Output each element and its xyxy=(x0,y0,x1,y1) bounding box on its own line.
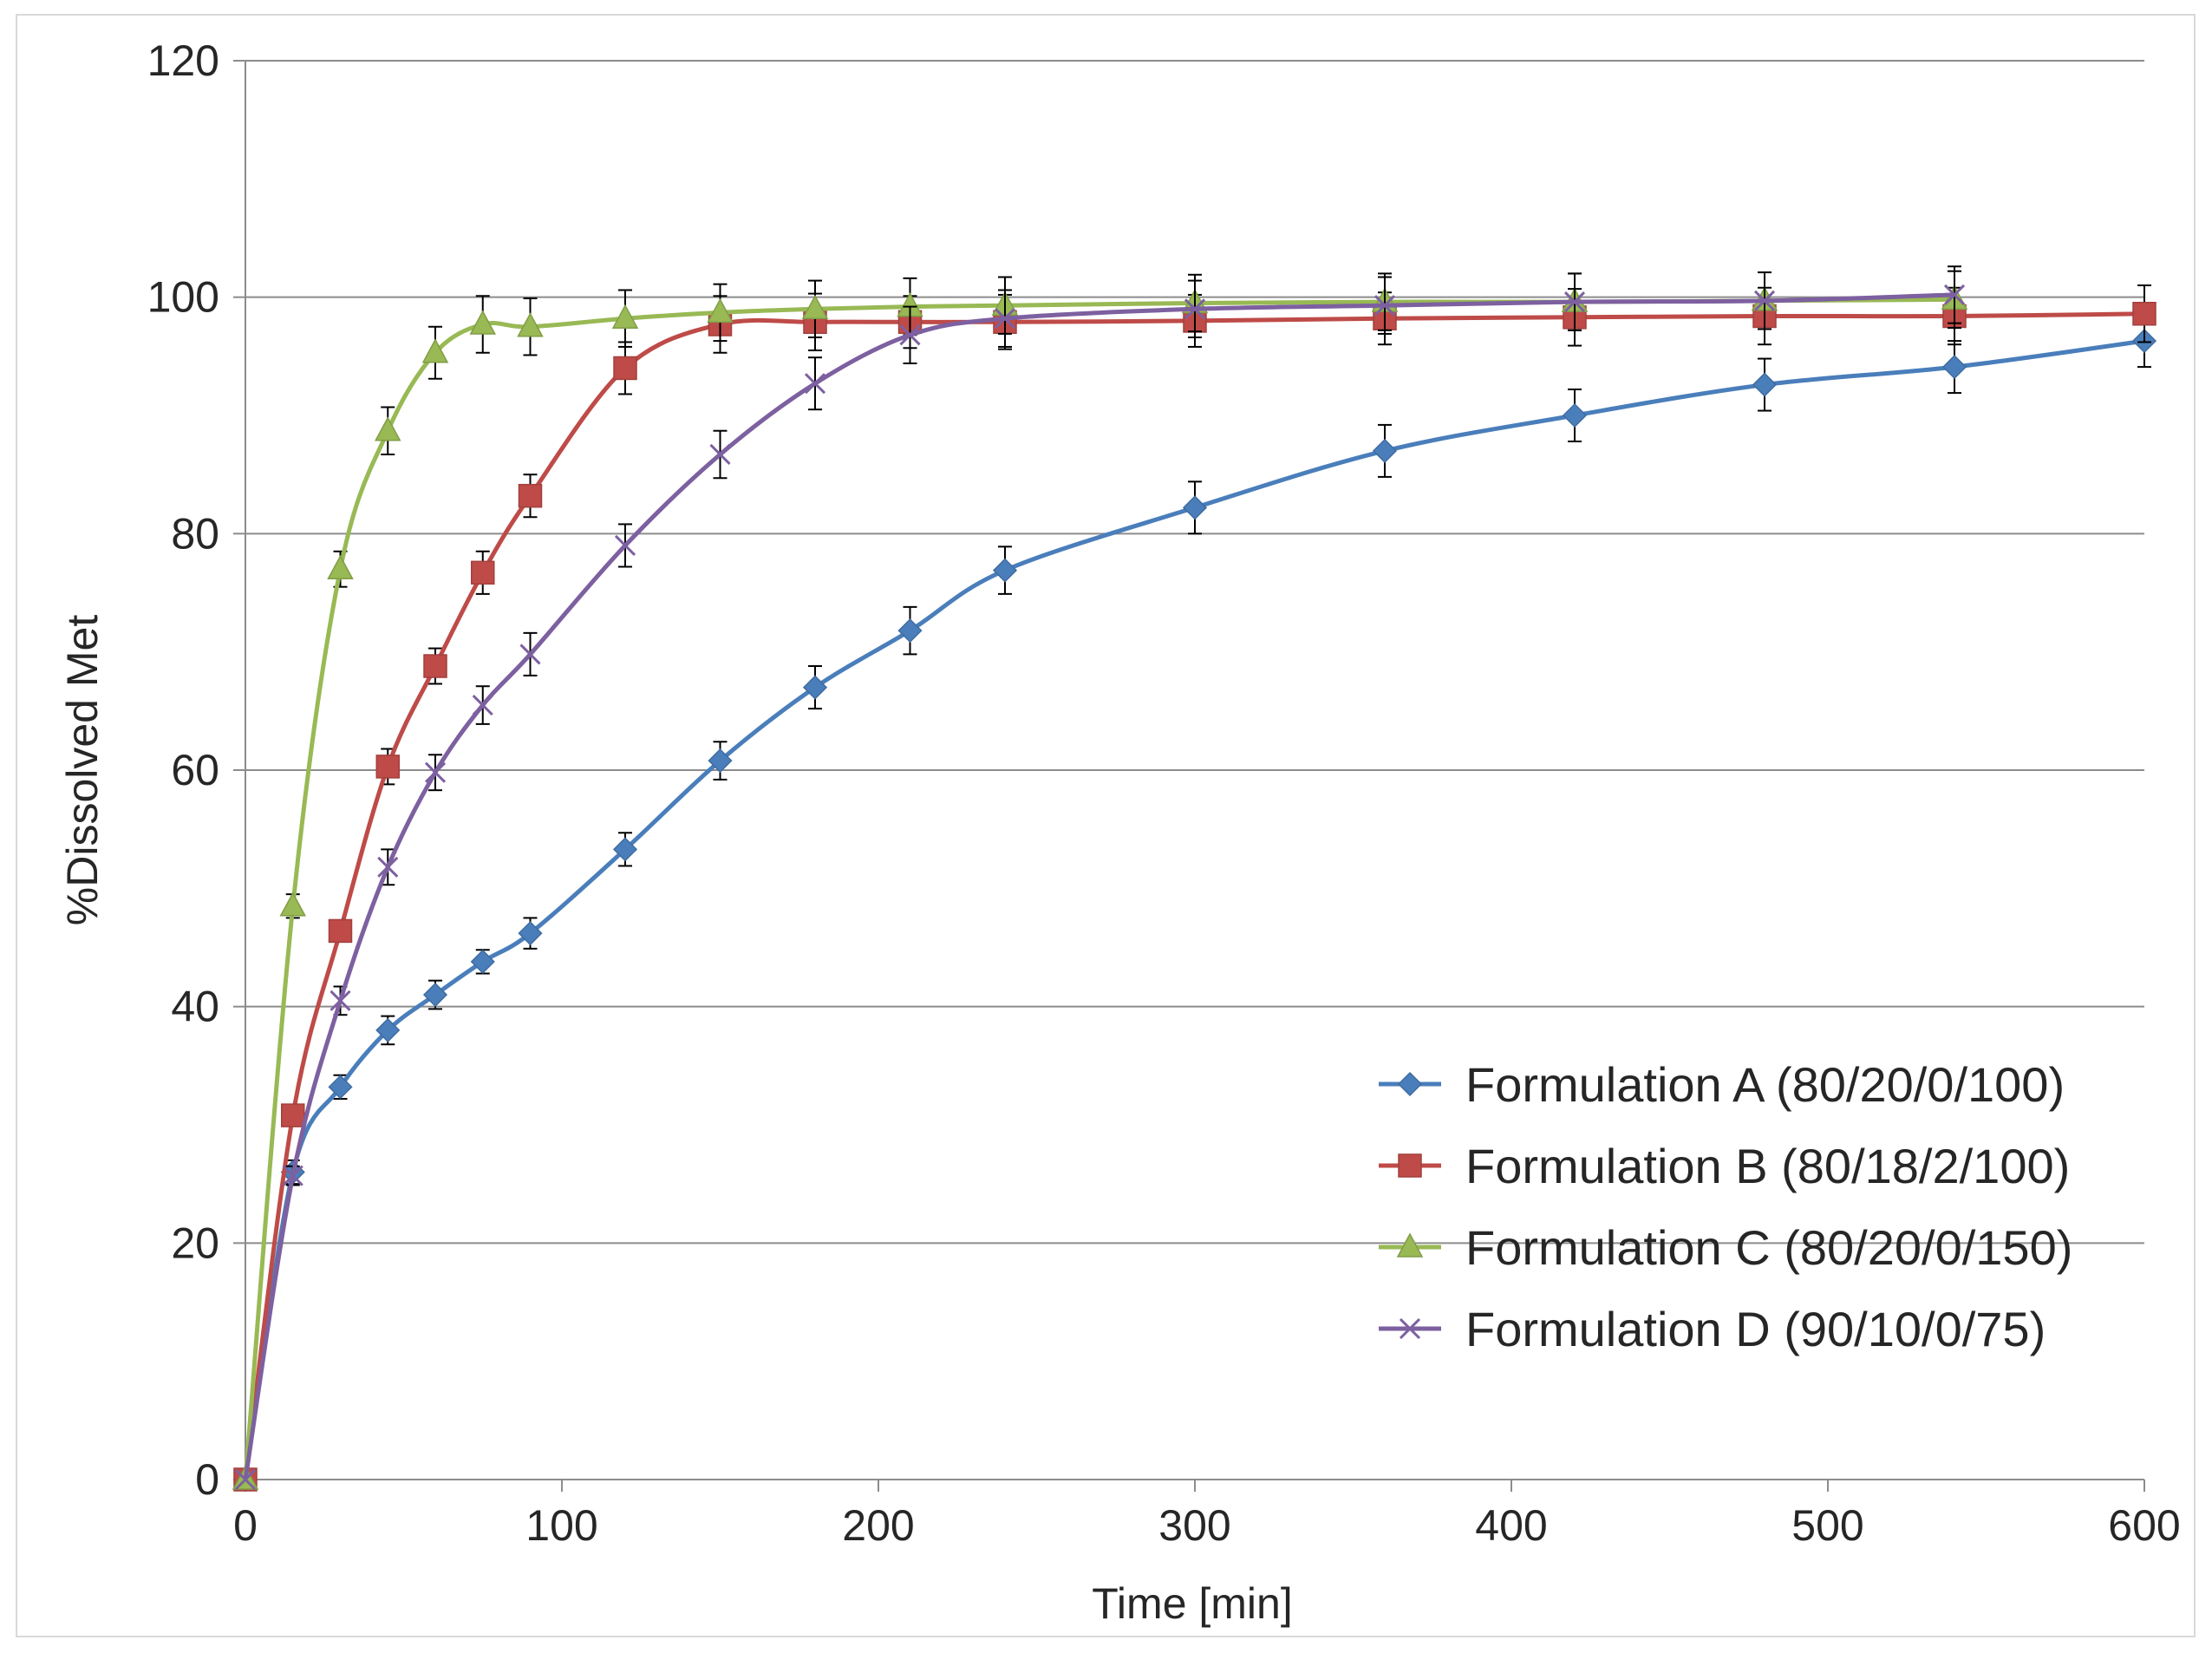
data-point xyxy=(469,310,497,335)
data-point xyxy=(897,618,923,644)
chart-frame xyxy=(16,14,2196,1637)
data-point xyxy=(375,1017,401,1042)
series-line xyxy=(243,311,2145,1480)
data-point xyxy=(2132,302,2157,326)
y-tick-label: 120 xyxy=(147,36,219,85)
data-point xyxy=(1562,402,1588,428)
data-point xyxy=(611,304,639,329)
data-point xyxy=(519,644,541,665)
y-tick-labels: 0 20 40 60 80 100 120 xyxy=(147,36,219,1504)
data-point xyxy=(804,373,826,395)
data-point xyxy=(992,558,1018,583)
data-point xyxy=(327,554,354,579)
data-point xyxy=(328,1075,353,1100)
legend-label: Formulation D (90/10/0/75) xyxy=(1465,1302,2046,1356)
x-tick-label: 100 xyxy=(525,1501,597,1550)
data-point xyxy=(330,990,351,1011)
data-point xyxy=(279,892,307,917)
data-point xyxy=(613,356,637,381)
legend-item: Formulation B (80/18/2/100) xyxy=(1379,1139,2070,1193)
data-point xyxy=(802,675,828,700)
data-point xyxy=(471,560,495,585)
data-point xyxy=(1563,291,1586,313)
data-point xyxy=(423,654,447,678)
y-axis-title: %Dissolved Met xyxy=(58,615,107,926)
data-point xyxy=(1941,355,1967,380)
data-point xyxy=(994,308,1016,330)
data-point xyxy=(374,416,401,441)
data-point xyxy=(470,949,495,974)
x-tick-labels: 0 100 200 300 400 500 600 xyxy=(233,1501,2181,1550)
data-point xyxy=(518,921,543,946)
legend-marker xyxy=(1397,1071,1423,1097)
legend-item: Formulation C (80/20/0/150) xyxy=(1379,1220,2072,1275)
data-point xyxy=(234,1468,257,1491)
y-tick-label: 100 xyxy=(147,273,219,322)
y-tick-label: 20 xyxy=(171,1219,219,1267)
y-tick-label: 0 xyxy=(195,1455,219,1504)
x-tick-label: 0 xyxy=(233,1501,258,1550)
series-line xyxy=(243,338,2145,1480)
data-point xyxy=(282,1165,303,1186)
data-point xyxy=(1943,284,1966,306)
data-point xyxy=(472,694,493,716)
data-point xyxy=(612,837,638,862)
legend: Formulation A (80/20/0/100) Formulation B… xyxy=(1379,1057,2072,1356)
data-point xyxy=(375,755,400,779)
data-point xyxy=(1182,495,1208,520)
data-point xyxy=(1752,372,1778,397)
x-tick-label: 400 xyxy=(1475,1501,1547,1550)
data-point xyxy=(1374,295,1396,317)
data-point xyxy=(1753,290,1776,311)
data-point xyxy=(421,338,449,363)
legend-marker xyxy=(1396,1232,1424,1258)
data-point xyxy=(801,294,829,320)
legend-label: Formulation B (80/18/2/100) xyxy=(1465,1139,2070,1193)
data-point xyxy=(422,982,448,1008)
x-tick-label: 600 xyxy=(2108,1501,2180,1550)
series-layer xyxy=(232,265,2157,1493)
legend-marker xyxy=(1399,1317,1421,1340)
series-line xyxy=(243,292,1955,1480)
data-point xyxy=(708,748,733,774)
data-point xyxy=(377,856,399,878)
data-point xyxy=(518,483,543,508)
data-point xyxy=(614,534,636,557)
data-point xyxy=(281,1103,305,1127)
legend-item: Formulation A (80/20/0/100) xyxy=(1379,1057,2065,1112)
series-4 xyxy=(234,265,1966,1491)
data-point xyxy=(899,324,921,346)
x-tick-label: 300 xyxy=(1158,1501,1230,1550)
data-point xyxy=(328,918,353,944)
data-point xyxy=(1372,438,1398,463)
data-point xyxy=(1184,298,1206,320)
legend-label: Formulation C (80/20/0/150) xyxy=(1465,1220,2072,1275)
x-tick-label: 500 xyxy=(1791,1501,1863,1550)
legend-label: Formulation A (80/20/0/100) xyxy=(1465,1057,2065,1112)
data-point xyxy=(517,312,544,337)
data-point xyxy=(709,443,731,466)
y-tick-label: 80 xyxy=(171,509,219,558)
y-tick-label: 40 xyxy=(171,983,219,1031)
data-point xyxy=(424,761,447,783)
x-axis-title: Time [min] xyxy=(1092,1579,1293,1628)
x-tick-label: 200 xyxy=(842,1501,914,1550)
data-point xyxy=(707,297,734,323)
legend-marker xyxy=(1398,1153,1422,1178)
legend-item: Formulation D (90/10/0/75) xyxy=(1379,1302,2046,1356)
y-tick-label: 60 xyxy=(171,746,219,794)
